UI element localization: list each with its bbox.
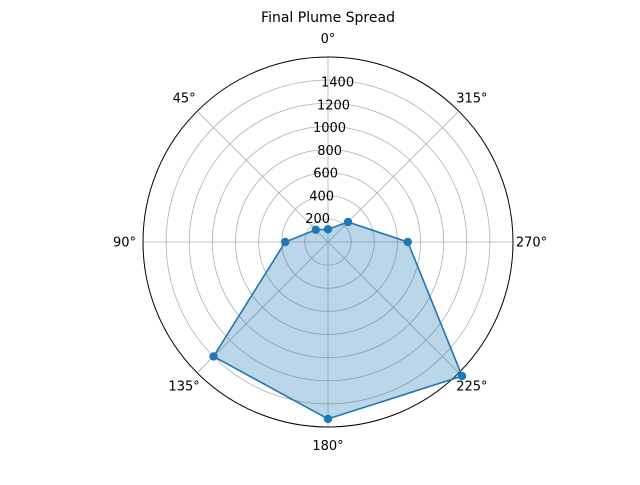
angle-tick-label-315: 315° — [456, 92, 487, 107]
radial-tick-label-200: 200 — [305, 212, 330, 227]
angle-tick-label-90: 90° — [113, 236, 136, 251]
angle-tick-label-180: 180° — [312, 439, 343, 454]
radial-tick-label-1200: 1200 — [317, 98, 350, 113]
angle-tick-label-225: 225° — [456, 379, 487, 394]
data-point-135 — [209, 352, 218, 361]
angular-grid-spoke-135 — [196, 241, 329, 374]
data-point-180 — [323, 414, 333, 424]
grid-layer — [142, 56, 514, 428]
radial-tick-label-600: 600 — [313, 167, 338, 182]
radial-tick-label-1400: 1400 — [321, 76, 354, 91]
data-point-45 — [311, 225, 320, 234]
angle-tick-label-0: 0° — [321, 32, 336, 47]
angle-tick-label-270: 270° — [516, 236, 547, 251]
angular-grid-spoke-45 — [196, 110, 329, 243]
data-point-315 — [343, 217, 353, 227]
data-layer — [209, 217, 467, 424]
polar-frame — [142, 56, 514, 428]
data-point-0 — [323, 225, 333, 234]
series-fill-area — [213, 221, 463, 419]
chart-title: Final Plume Spread — [261, 10, 395, 26]
angular-grid-spoke-225 — [327, 241, 460, 374]
radial-tick-label-1000: 1000 — [313, 121, 346, 136]
data-point-90 — [281, 237, 290, 247]
radial-tick-label-800: 800 — [317, 144, 342, 159]
data-point-270 — [403, 237, 412, 247]
radial-tick-label-400: 400 — [309, 189, 334, 204]
angle-tick-label-135: 135° — [168, 379, 199, 394]
data-point-225 — [457, 371, 467, 381]
angle-tick-label-45: 45° — [173, 92, 196, 107]
label-layer: 200 400 600 800 1000 1200 1400 0° 45° 90° 135° 180°… — [113, 32, 547, 454]
